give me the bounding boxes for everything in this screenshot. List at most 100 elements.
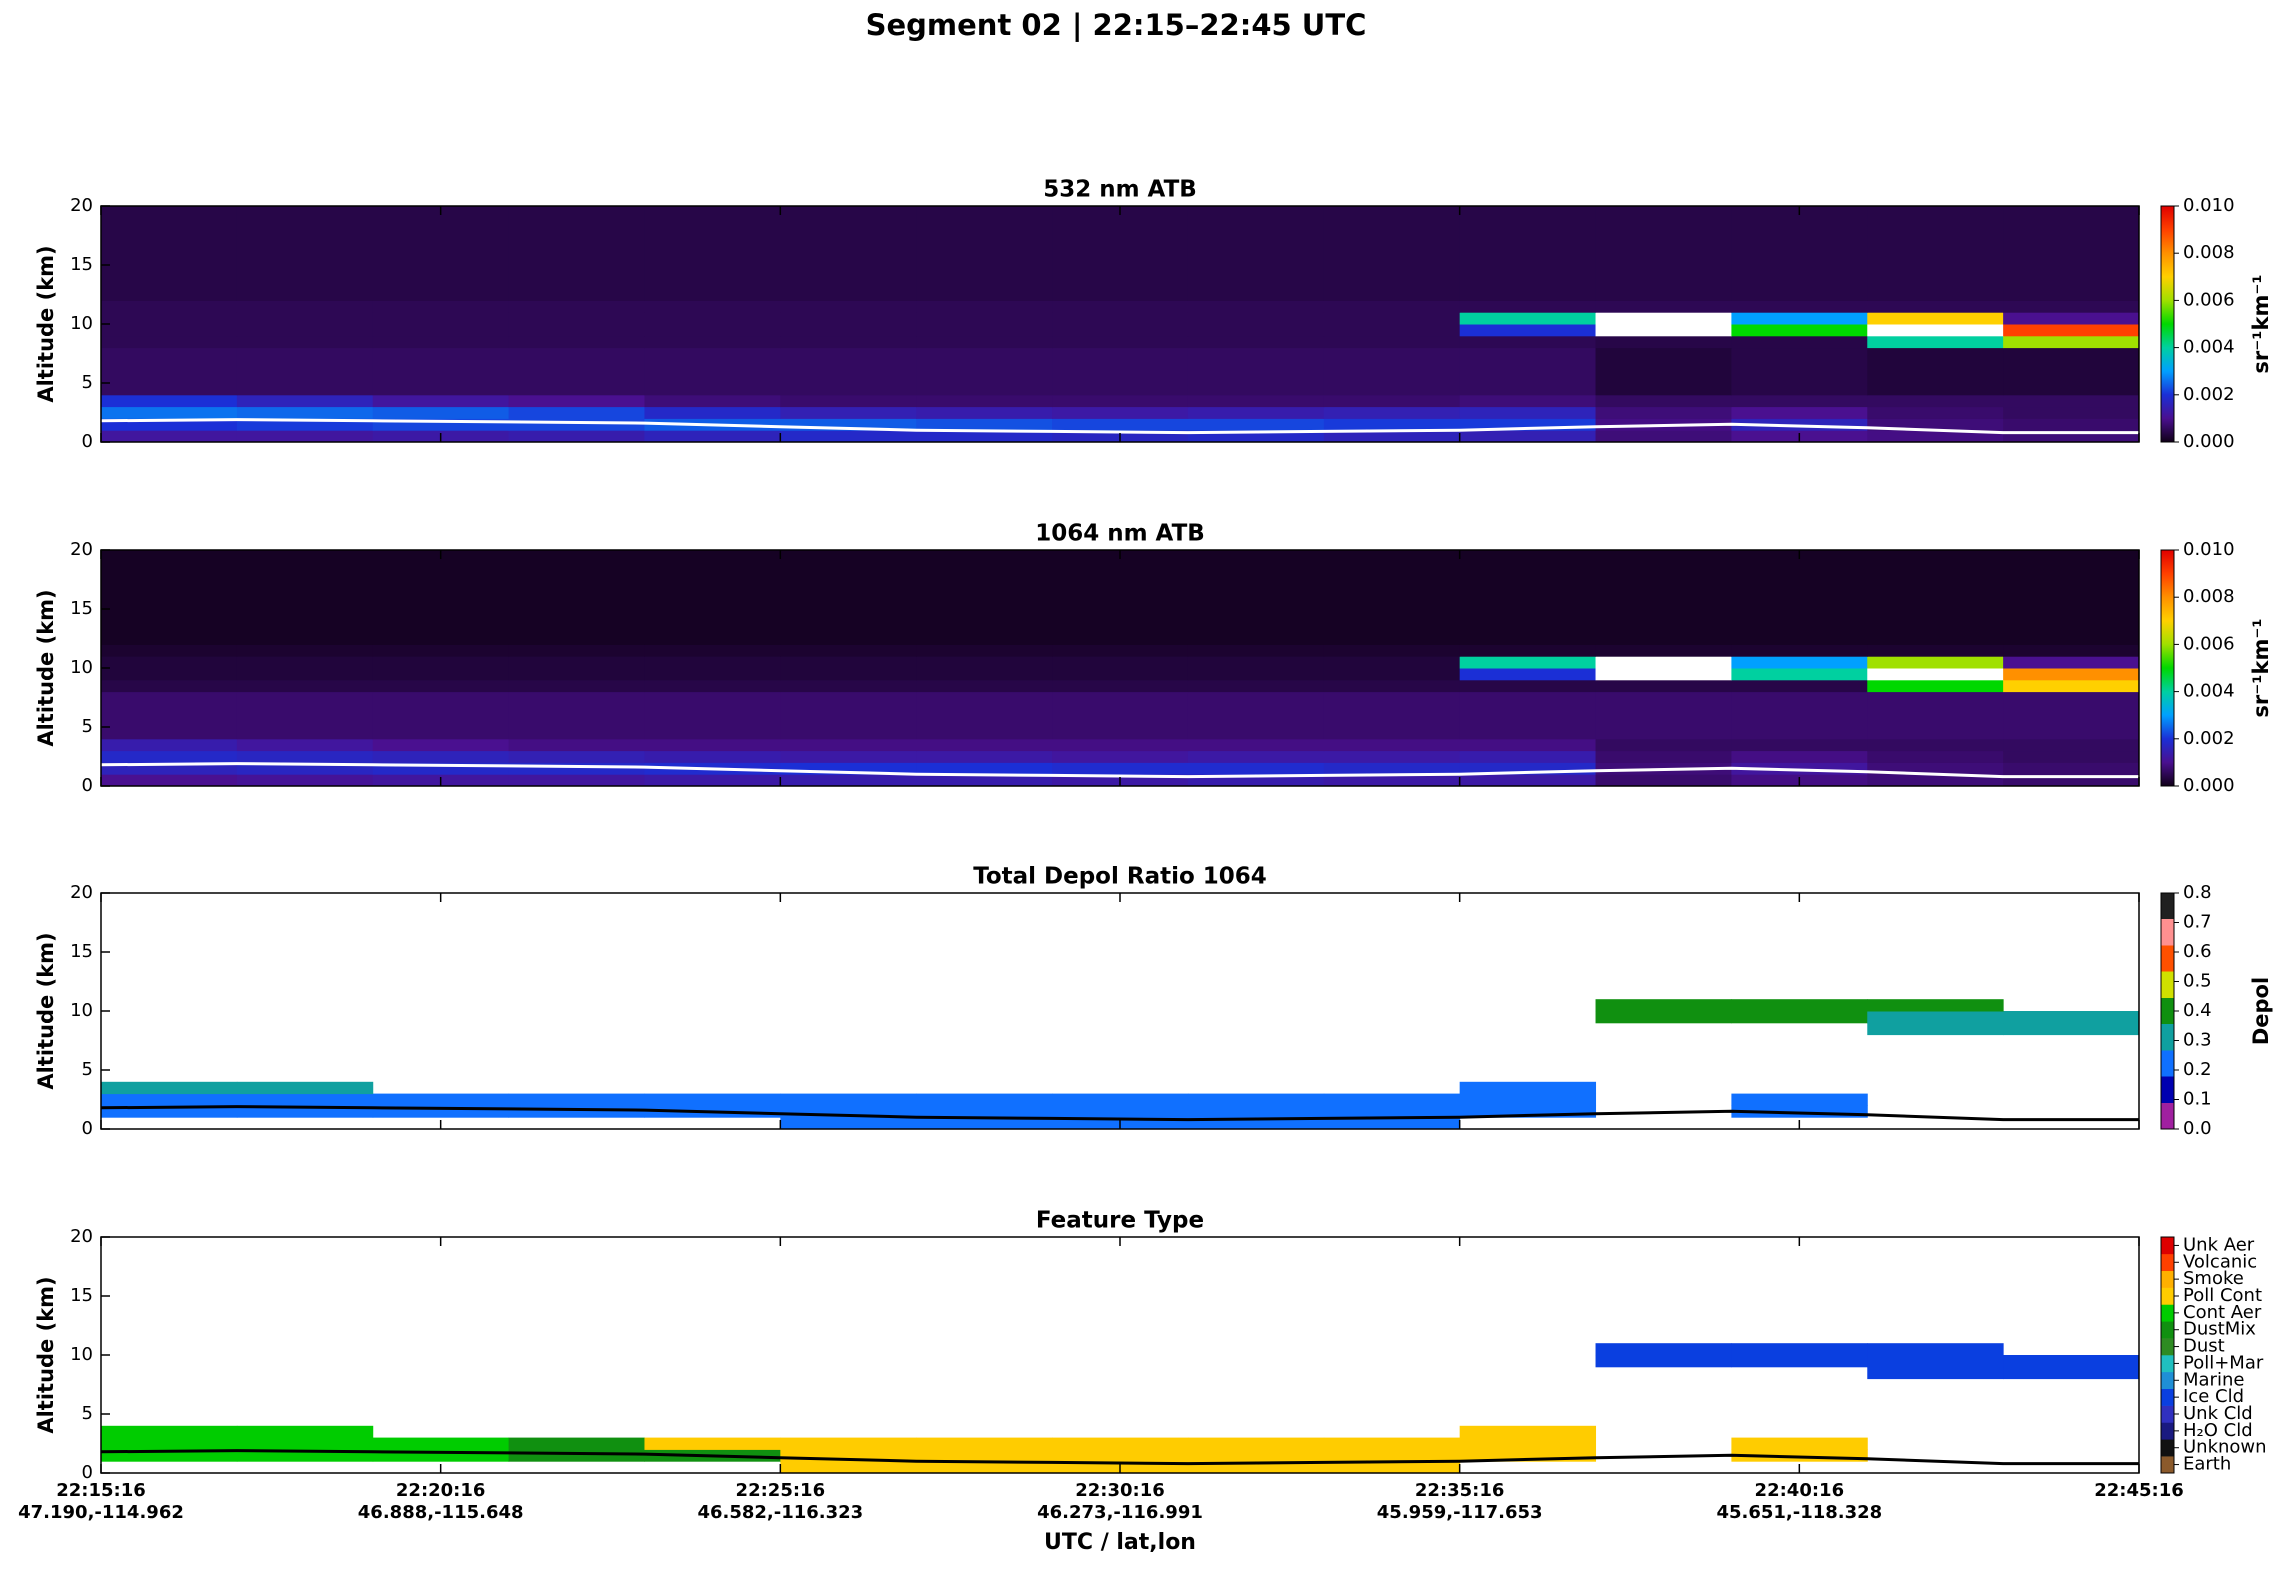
heatmap-cell	[916, 300, 1053, 313]
heatmap-cell	[1323, 738, 1461, 752]
heatmap-cell	[780, 668, 917, 681]
heatmap-cell	[1867, 644, 2004, 657]
heatmap-cell	[1867, 1366, 2004, 1380]
colorbar-segment	[2161, 1405, 2174, 1423]
heatmap-cell	[101, 1425, 238, 1439]
x-tick-label: 22:35:16	[1415, 1480, 1505, 1501]
heatmap-cell	[508, 1437, 645, 1450]
colorbar-frame	[2160, 1236, 2175, 1474]
heatmap-cell	[101, 394, 238, 408]
heatmap-cell	[1731, 738, 1868, 752]
heatmap-cell	[1052, 550, 1189, 645]
heatmap-cell	[1459, 430, 1597, 443]
heatmap-cell	[1323, 418, 1461, 431]
heatmap-cell	[2003, 691, 2140, 740]
heatmap-cell	[1459, 691, 1597, 740]
colorbar-tick-label: 0.4	[2183, 1000, 2212, 1021]
heatmap-cell	[1731, 335, 1868, 349]
colorbar-label: DustMix	[2183, 1319, 2256, 1340]
heatmap-cell	[1867, 999, 2004, 1012]
x-tick-sublabel: 45.651,-118.328	[1716, 1502, 1882, 1523]
heatmap-cell	[2003, 656, 2140, 669]
heatmap-cell	[372, 644, 510, 657]
heatmap-cell	[101, 312, 238, 325]
heatmap-cell	[916, 1461, 1053, 1474]
colorbar-segment	[2161, 1371, 2174, 1390]
heatmap-cell	[101, 774, 238, 787]
heatmap-cell	[2003, 762, 2140, 775]
panel-title: Total Depol Ratio 1064	[973, 864, 1267, 890]
heatmap-cell	[1323, 1105, 1461, 1118]
colorbar-label: Volcanic	[2183, 1251, 2257, 1272]
heatmap-cell	[1187, 418, 1325, 431]
heatmap-cell	[1867, 1355, 2004, 1368]
colorbar-title: sr⁻¹km⁻¹	[2249, 274, 2273, 373]
y-tick-label: 10	[70, 1344, 93, 1365]
heatmap-cell	[780, 1461, 917, 1474]
panel-title: Feature Type	[1036, 1208, 1204, 1234]
heatmap-cell	[916, 206, 1053, 301]
heatmap-cell	[1052, 750, 1189, 763]
heatmap-cell	[236, 300, 374, 313]
heatmap-cell	[236, 691, 374, 740]
heatmap-cell	[1187, 550, 1325, 645]
heatmap-cell	[780, 679, 917, 693]
heatmap-cell	[372, 394, 510, 408]
heatmap-cell	[916, 656, 1053, 669]
heatmap-cell	[1731, 324, 1868, 337]
colorbar-segment	[2161, 1388, 2174, 1406]
heatmap-cell	[1867, 300, 2004, 313]
y-tick-label: 0	[82, 775, 93, 796]
heatmap-cell	[101, 550, 238, 645]
colorbar-label: Poll+Mar	[2183, 1352, 2264, 1373]
heatmap-cell	[1867, 1022, 2004, 1036]
heatmap-cell	[372, 550, 510, 645]
heatmap-cell	[236, 774, 374, 787]
heatmap-cell	[644, 750, 781, 763]
colorbar-segment	[2161, 1321, 2174, 1339]
heatmap-cell	[780, 1093, 917, 1106]
colorbar-tick-label: 0.002	[2183, 384, 2235, 405]
surface-line	[100, 762, 2139, 779]
y-tick-label: 15	[70, 1285, 93, 1306]
heatmap-cell	[1052, 394, 1189, 408]
heatmap-cell	[1731, 1343, 1868, 1356]
colorbar-tick-label: 0.010	[2183, 195, 2235, 216]
colorbar-title: sr⁻¹km⁻¹	[2249, 618, 2273, 717]
heatmap-cell	[236, 750, 374, 763]
colorbar-tick-label: 0.000	[2183, 775, 2235, 796]
heatmap-cell	[1731, 1011, 1868, 1024]
y-tick-label: 20	[70, 195, 93, 216]
heatmap-cell	[1052, 656, 1189, 669]
heatmap-cell	[1595, 430, 1732, 443]
heatmap-cell	[2003, 1011, 2140, 1024]
heatmap-cell	[1323, 1093, 1461, 1106]
heatmap-cell	[2003, 394, 2140, 408]
colorbar-label: Dust	[2183, 1336, 2225, 1357]
heatmap-cell	[236, 656, 374, 669]
heatmap-cell	[508, 738, 645, 752]
heatmap-cell	[1187, 312, 1325, 325]
heatmap-cell	[101, 430, 238, 443]
heatmap-cell	[1867, 656, 2004, 669]
heatmap-cell	[508, 750, 645, 763]
y-tick-label: 0	[82, 431, 93, 452]
heatmap-cell	[916, 406, 1053, 419]
heatmap-cell	[101, 644, 238, 657]
heatmap-cell	[508, 312, 645, 325]
heatmap-cell	[780, 774, 917, 787]
y-tick-label: 15	[70, 254, 93, 275]
heatmap-cell	[644, 300, 781, 313]
colorbar-segment	[2161, 1422, 2174, 1440]
colorbar	[2161, 893, 2174, 1129]
colorbar-tick-label: 0.000	[2183, 431, 2235, 452]
heatmap-cell	[2003, 312, 2140, 325]
heatmap-cell	[2003, 668, 2140, 681]
heatmap-cell	[780, 430, 917, 443]
heatmap-cell	[1595, 335, 1732, 349]
heatmap-cell	[236, 1081, 374, 1095]
heatmap-cell	[1187, 406, 1325, 419]
heatmap-cell	[1187, 347, 1325, 396]
heatmap-cell	[101, 300, 238, 313]
heatmap-cell	[236, 206, 374, 301]
